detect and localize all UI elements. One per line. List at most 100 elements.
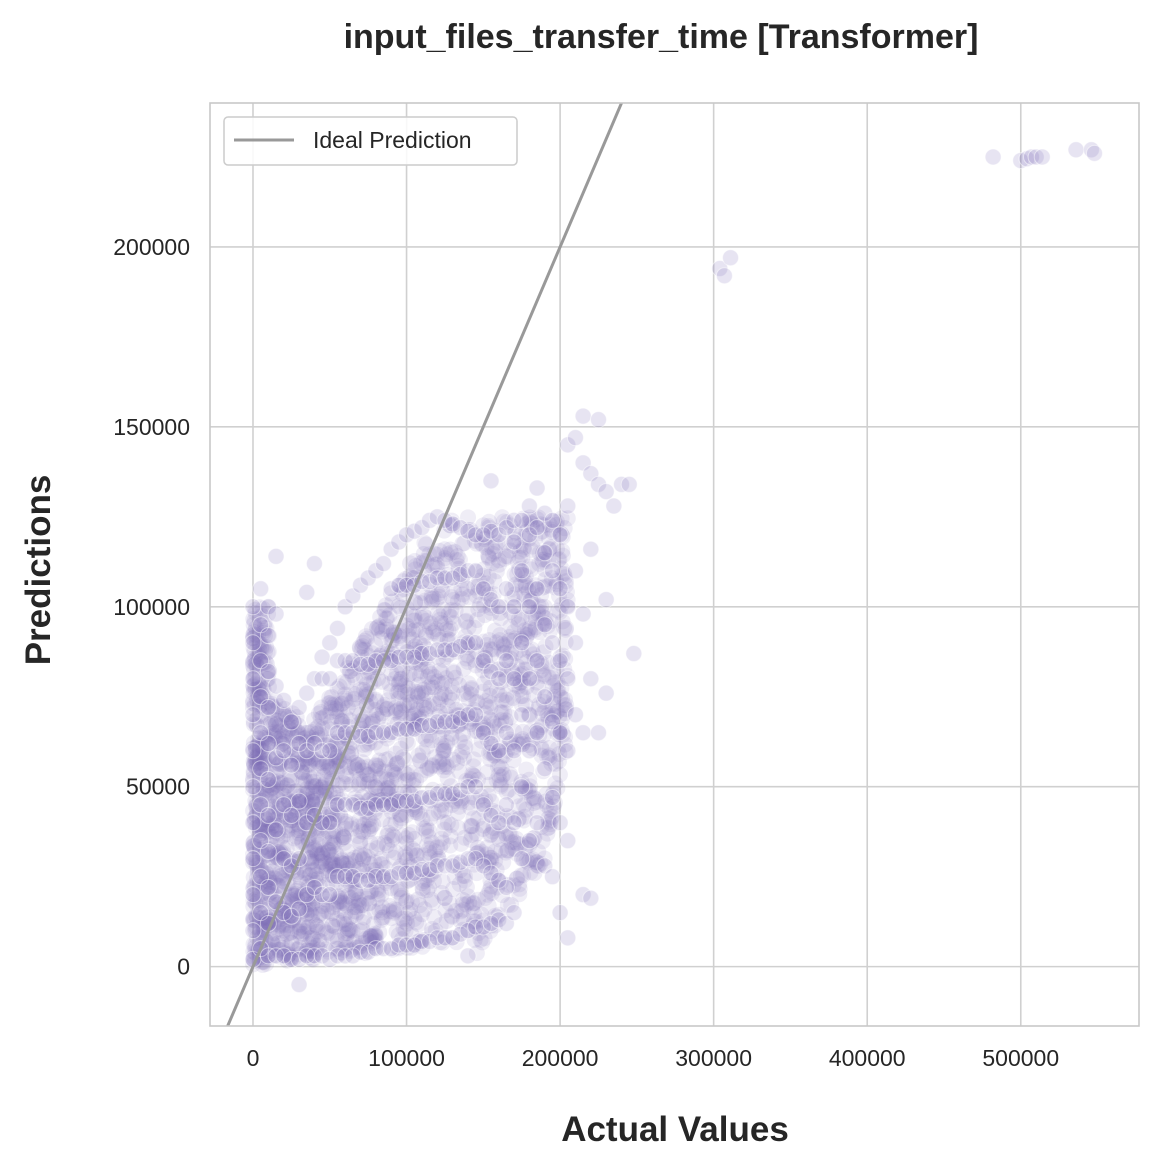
scatter-point xyxy=(391,673,408,690)
scatter-point xyxy=(322,704,339,721)
scatter-point xyxy=(516,661,533,678)
scatter-point xyxy=(556,705,573,722)
scatter-point xyxy=(505,742,523,760)
scatter-point xyxy=(373,886,390,903)
scatter-point xyxy=(406,553,423,570)
scatter-point xyxy=(379,610,396,627)
scatter-point xyxy=(252,635,269,652)
scatter-point xyxy=(472,931,489,948)
scatter-point xyxy=(551,904,569,922)
scatter-point xyxy=(397,570,414,587)
scatter-point xyxy=(300,728,317,745)
scatter-point xyxy=(284,886,301,903)
scatter-point xyxy=(254,822,271,839)
scatter-point xyxy=(368,880,385,897)
scatter-point xyxy=(361,772,378,789)
scatter-point xyxy=(497,724,515,742)
scatter-point xyxy=(515,671,532,688)
scatter-point xyxy=(386,764,403,781)
scatter-point xyxy=(289,815,306,832)
scatter-point xyxy=(337,905,354,922)
scatter-point xyxy=(439,698,456,715)
scatter-point xyxy=(582,540,600,558)
scatter-point xyxy=(263,883,280,900)
scatter-point xyxy=(278,840,295,857)
scatter-point xyxy=(246,757,263,774)
scatter-point xyxy=(485,641,502,658)
scatter-point xyxy=(443,544,460,561)
scatter-point xyxy=(425,695,442,712)
scatter-point xyxy=(498,829,515,846)
scatter-point xyxy=(398,617,415,634)
scatter-point xyxy=(312,704,329,721)
scatter-point xyxy=(1033,148,1051,166)
scatter-point xyxy=(522,778,539,795)
scatter-point xyxy=(259,806,277,824)
scatter-point xyxy=(269,787,286,804)
scatter-point xyxy=(331,914,348,931)
scatter-point xyxy=(460,588,477,605)
scatter-point xyxy=(288,828,305,845)
scatter-point xyxy=(397,923,414,940)
scatter-point xyxy=(460,714,477,731)
scatter-point xyxy=(438,929,455,946)
scatter-point xyxy=(436,674,453,691)
scatter-point xyxy=(420,867,437,884)
scatter-point xyxy=(453,835,470,852)
scatter-point xyxy=(547,775,564,792)
scatter-point xyxy=(345,934,362,951)
scatter-point xyxy=(304,895,321,912)
x-axis-label: Actual Values xyxy=(561,1110,789,1149)
scatter-point xyxy=(261,787,278,804)
scatter-point xyxy=(541,530,558,547)
scatter-point xyxy=(351,639,368,656)
scatter-point xyxy=(554,647,571,664)
scatter-point xyxy=(339,925,356,942)
scatter-point xyxy=(475,795,492,812)
scatter-point xyxy=(336,895,353,912)
scatter-point xyxy=(253,729,270,746)
scatter-point xyxy=(522,723,539,740)
scatter-point xyxy=(401,666,418,683)
scatter-point xyxy=(407,612,424,629)
scatter-point xyxy=(246,838,263,855)
scatter-point xyxy=(380,750,397,767)
scatter-point xyxy=(267,888,284,905)
scatter-point xyxy=(449,819,466,836)
scatter-point xyxy=(485,819,502,836)
scatter-point xyxy=(370,835,387,852)
scatter-point xyxy=(299,942,316,959)
scatter-point xyxy=(265,808,282,825)
scatter-point xyxy=(383,683,400,700)
scatter-point xyxy=(407,557,424,574)
scatter-point xyxy=(325,834,342,851)
scatter-point xyxy=(305,773,322,790)
scatter-point xyxy=(442,541,459,558)
scatter-point xyxy=(337,815,354,832)
scatter-point xyxy=(566,706,584,724)
scatter-point xyxy=(304,928,321,945)
scatter-point xyxy=(250,645,267,662)
scatter-point xyxy=(300,797,317,814)
scatter-point xyxy=(350,818,367,835)
scatter-point xyxy=(321,634,339,652)
scatter-point xyxy=(544,697,561,714)
scatter-point xyxy=(352,846,369,863)
scatter-point xyxy=(541,750,558,767)
scatter-point xyxy=(445,664,462,681)
scatter-point xyxy=(405,707,422,724)
scatter-point xyxy=(507,524,524,541)
scatter-point xyxy=(374,899,391,916)
scatter-point xyxy=(437,648,454,665)
scatter-point xyxy=(403,710,420,727)
scatter-point xyxy=(440,606,457,623)
scatter-point xyxy=(367,734,384,751)
scatter-point xyxy=(446,869,463,886)
scatter-point xyxy=(330,777,347,794)
scatter-point xyxy=(402,764,419,781)
scatter-point xyxy=(497,548,514,565)
scatter-point xyxy=(246,749,263,766)
scatter-point xyxy=(374,904,391,921)
scatter-point xyxy=(1085,144,1103,162)
scatter-point xyxy=(329,789,346,806)
